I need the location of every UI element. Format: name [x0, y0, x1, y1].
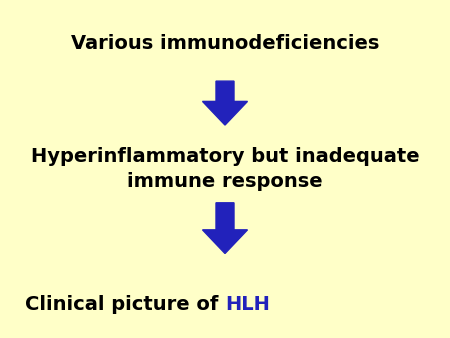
Polygon shape [202, 81, 248, 125]
Text: Hyperinflammatory but inadequate
immune response: Hyperinflammatory but inadequate immune … [31, 147, 419, 191]
Polygon shape [202, 203, 248, 254]
Text: Clinical picture of: Clinical picture of [25, 295, 225, 314]
Text: Various immunodeficiencies: Various immunodeficiencies [71, 34, 379, 53]
Text: HLH: HLH [225, 295, 270, 314]
